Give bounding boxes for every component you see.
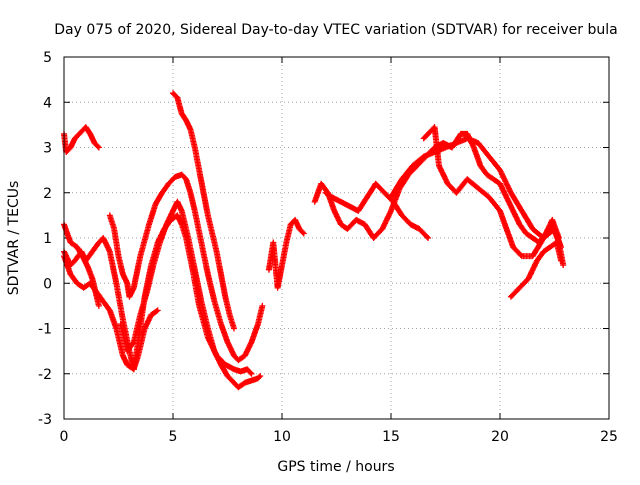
series-arc-7: [170, 90, 237, 332]
series-arc-13: [507, 239, 564, 300]
x-axis-label: GPS time / hours: [277, 459, 394, 475]
data-marks: [170, 90, 237, 332]
y-tick-label: 0: [43, 276, 52, 292]
grid: [64, 57, 609, 419]
data-marks: [106, 171, 266, 364]
series-arc-12: [420, 124, 562, 260]
x-tick-label: 5: [169, 429, 178, 445]
data-marks: [61, 124, 102, 155]
data-marks: [420, 124, 562, 260]
axis-ticks: 0 5 10 15 20 25 -3 -2 -1 0 1 2 3 4 5: [38, 50, 618, 445]
y-axis-label: SDTVAR / TECUs: [6, 181, 22, 296]
x-tick-label: 25: [600, 429, 618, 445]
data-marks: [117, 198, 264, 391]
y-tick-label: 3: [43, 141, 52, 157]
series-arc-8: [265, 216, 307, 291]
plot-frame: [63, 56, 610, 420]
x-tick-label: 0: [60, 429, 69, 445]
series-arc-10: [322, 180, 432, 241]
series-arc-5: [106, 171, 266, 364]
y-tick-label: 5: [43, 50, 52, 66]
y-tick-label: 1: [43, 231, 52, 247]
y-tick-label: -2: [38, 367, 52, 383]
series-arc-6: [117, 198, 264, 391]
chart-title: Day 075 of 2020, Sidereal Day-to-day VTE…: [54, 22, 617, 38]
data-series: [61, 90, 567, 391]
series-arc-1: [61, 124, 102, 155]
data-marks: [322, 180, 432, 241]
x-tick-label: 15: [382, 429, 400, 445]
y-tick-label: -3: [38, 412, 52, 428]
x-tick-label: 10: [273, 429, 291, 445]
y-tick-label: 4: [43, 95, 52, 111]
x-tick-label: 20: [491, 429, 509, 445]
y-tick-label: -1: [38, 322, 52, 338]
data-marks: [265, 216, 307, 291]
data-marks: [507, 239, 564, 300]
y-tick-label: 2: [43, 186, 52, 202]
